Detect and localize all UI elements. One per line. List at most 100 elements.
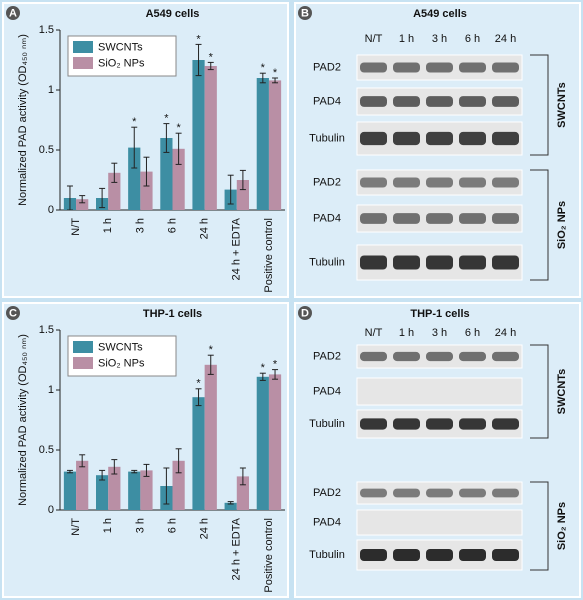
x-tick-label: N/T	[70, 518, 82, 536]
group-label: SiO₂ NPs	[556, 502, 568, 550]
bar	[140, 470, 153, 510]
band	[426, 488, 453, 498]
chart-title: THP-1 cells	[143, 308, 202, 320]
lane-label: 1 h	[399, 33, 414, 45]
y-axis-label: Normalized PAD activity (OD₄₅₀ ₙₘ)	[17, 334, 29, 506]
y-tick-label: 0	[48, 204, 54, 216]
y-tick-label: 1.5	[39, 324, 54, 336]
band	[426, 62, 453, 73]
bar	[204, 66, 217, 210]
band	[393, 255, 420, 270]
bar	[224, 502, 237, 510]
band	[492, 255, 519, 270]
band	[360, 213, 387, 224]
bar	[76, 460, 89, 510]
band	[459, 488, 486, 498]
x-tick-label: 1 h	[102, 518, 114, 533]
error-bar	[207, 61, 214, 71]
significance-marker: *	[209, 51, 214, 63]
band	[360, 255, 387, 270]
band	[492, 213, 519, 224]
band	[492, 488, 519, 498]
significance-marker: *	[164, 113, 169, 125]
bar	[108, 172, 121, 210]
band	[393, 488, 420, 498]
band	[393, 177, 420, 188]
blot-strip	[356, 509, 523, 536]
blot-strip	[356, 377, 523, 406]
lane-label: 3 h	[432, 33, 447, 45]
error-bar	[66, 185, 73, 211]
error-bar	[163, 123, 170, 153]
band	[360, 418, 387, 430]
panel-letter: D	[301, 307, 309, 319]
row-label: Tubulin	[309, 256, 345, 268]
error-bar	[111, 459, 118, 475]
y-tick-label: 1	[48, 384, 54, 396]
bar	[268, 80, 282, 211]
significance-marker: *	[196, 378, 201, 390]
error-bar	[163, 467, 170, 505]
legend-label: SWCNTs	[98, 41, 143, 53]
significance-marker: *	[273, 67, 278, 79]
significance-marker: *	[261, 362, 266, 374]
band	[492, 177, 519, 188]
error-bar	[79, 195, 86, 204]
band	[426, 177, 453, 188]
y-tick-label: 0.5	[39, 144, 54, 156]
row-label: Tubulin	[309, 418, 345, 430]
band	[360, 131, 387, 146]
group-label: SiO₂ NPs	[556, 201, 568, 249]
x-tick-label: Positive control	[263, 218, 275, 293]
significance-marker: *	[261, 62, 266, 74]
x-tick-label: 24 h + EDTA	[231, 217, 243, 280]
error-bar	[272, 369, 279, 380]
error-bar	[259, 72, 266, 84]
chart-title: A549 cells	[146, 8, 200, 20]
legend-swatch	[73, 57, 93, 69]
band	[426, 213, 453, 224]
group-bracket	[530, 54, 549, 156]
panel-letter: A	[9, 7, 17, 19]
error-bar	[79, 454, 86, 468]
error-bar	[195, 388, 202, 407]
bar	[140, 171, 153, 210]
bar	[160, 138, 173, 210]
legend-swatch	[73, 357, 93, 369]
x-tick-label: 24 h + EDTA	[231, 517, 243, 580]
row-label: PAD4	[313, 516, 341, 528]
x-tick-label: N/T	[70, 218, 82, 236]
lane-label: 24 h	[495, 33, 516, 45]
lane-label: 3 h	[432, 327, 447, 339]
band	[426, 255, 453, 270]
band	[360, 351, 387, 362]
band	[459, 418, 486, 430]
bar	[256, 78, 269, 210]
significance-marker: *	[209, 344, 214, 356]
error-bar	[207, 354, 214, 375]
row-label: PAD2	[313, 176, 341, 188]
error-bar	[99, 187, 106, 209]
error-bar	[175, 132, 182, 165]
row-label: Tubulin	[309, 132, 345, 144]
band	[492, 96, 519, 107]
bar	[256, 376, 269, 510]
x-tick-label: 24 h	[199, 218, 211, 239]
significance-marker: *	[176, 122, 181, 134]
bar	[76, 199, 89, 210]
group-label: SWCNTs	[556, 82, 568, 128]
blot-title: THP-1 cells	[410, 308, 469, 320]
significance-marker: *	[132, 116, 137, 128]
lane-label: 24 h	[495, 327, 516, 339]
x-tick-label: 3 h	[134, 518, 146, 533]
group-bracket	[530, 169, 549, 281]
group-bracket	[530, 344, 549, 439]
band	[426, 96, 453, 107]
band	[492, 62, 519, 73]
band	[492, 549, 519, 561]
bar	[268, 374, 282, 510]
error-bar	[66, 469, 73, 474]
bar	[96, 475, 109, 510]
bar	[192, 397, 205, 510]
error-bar	[227, 501, 234, 505]
